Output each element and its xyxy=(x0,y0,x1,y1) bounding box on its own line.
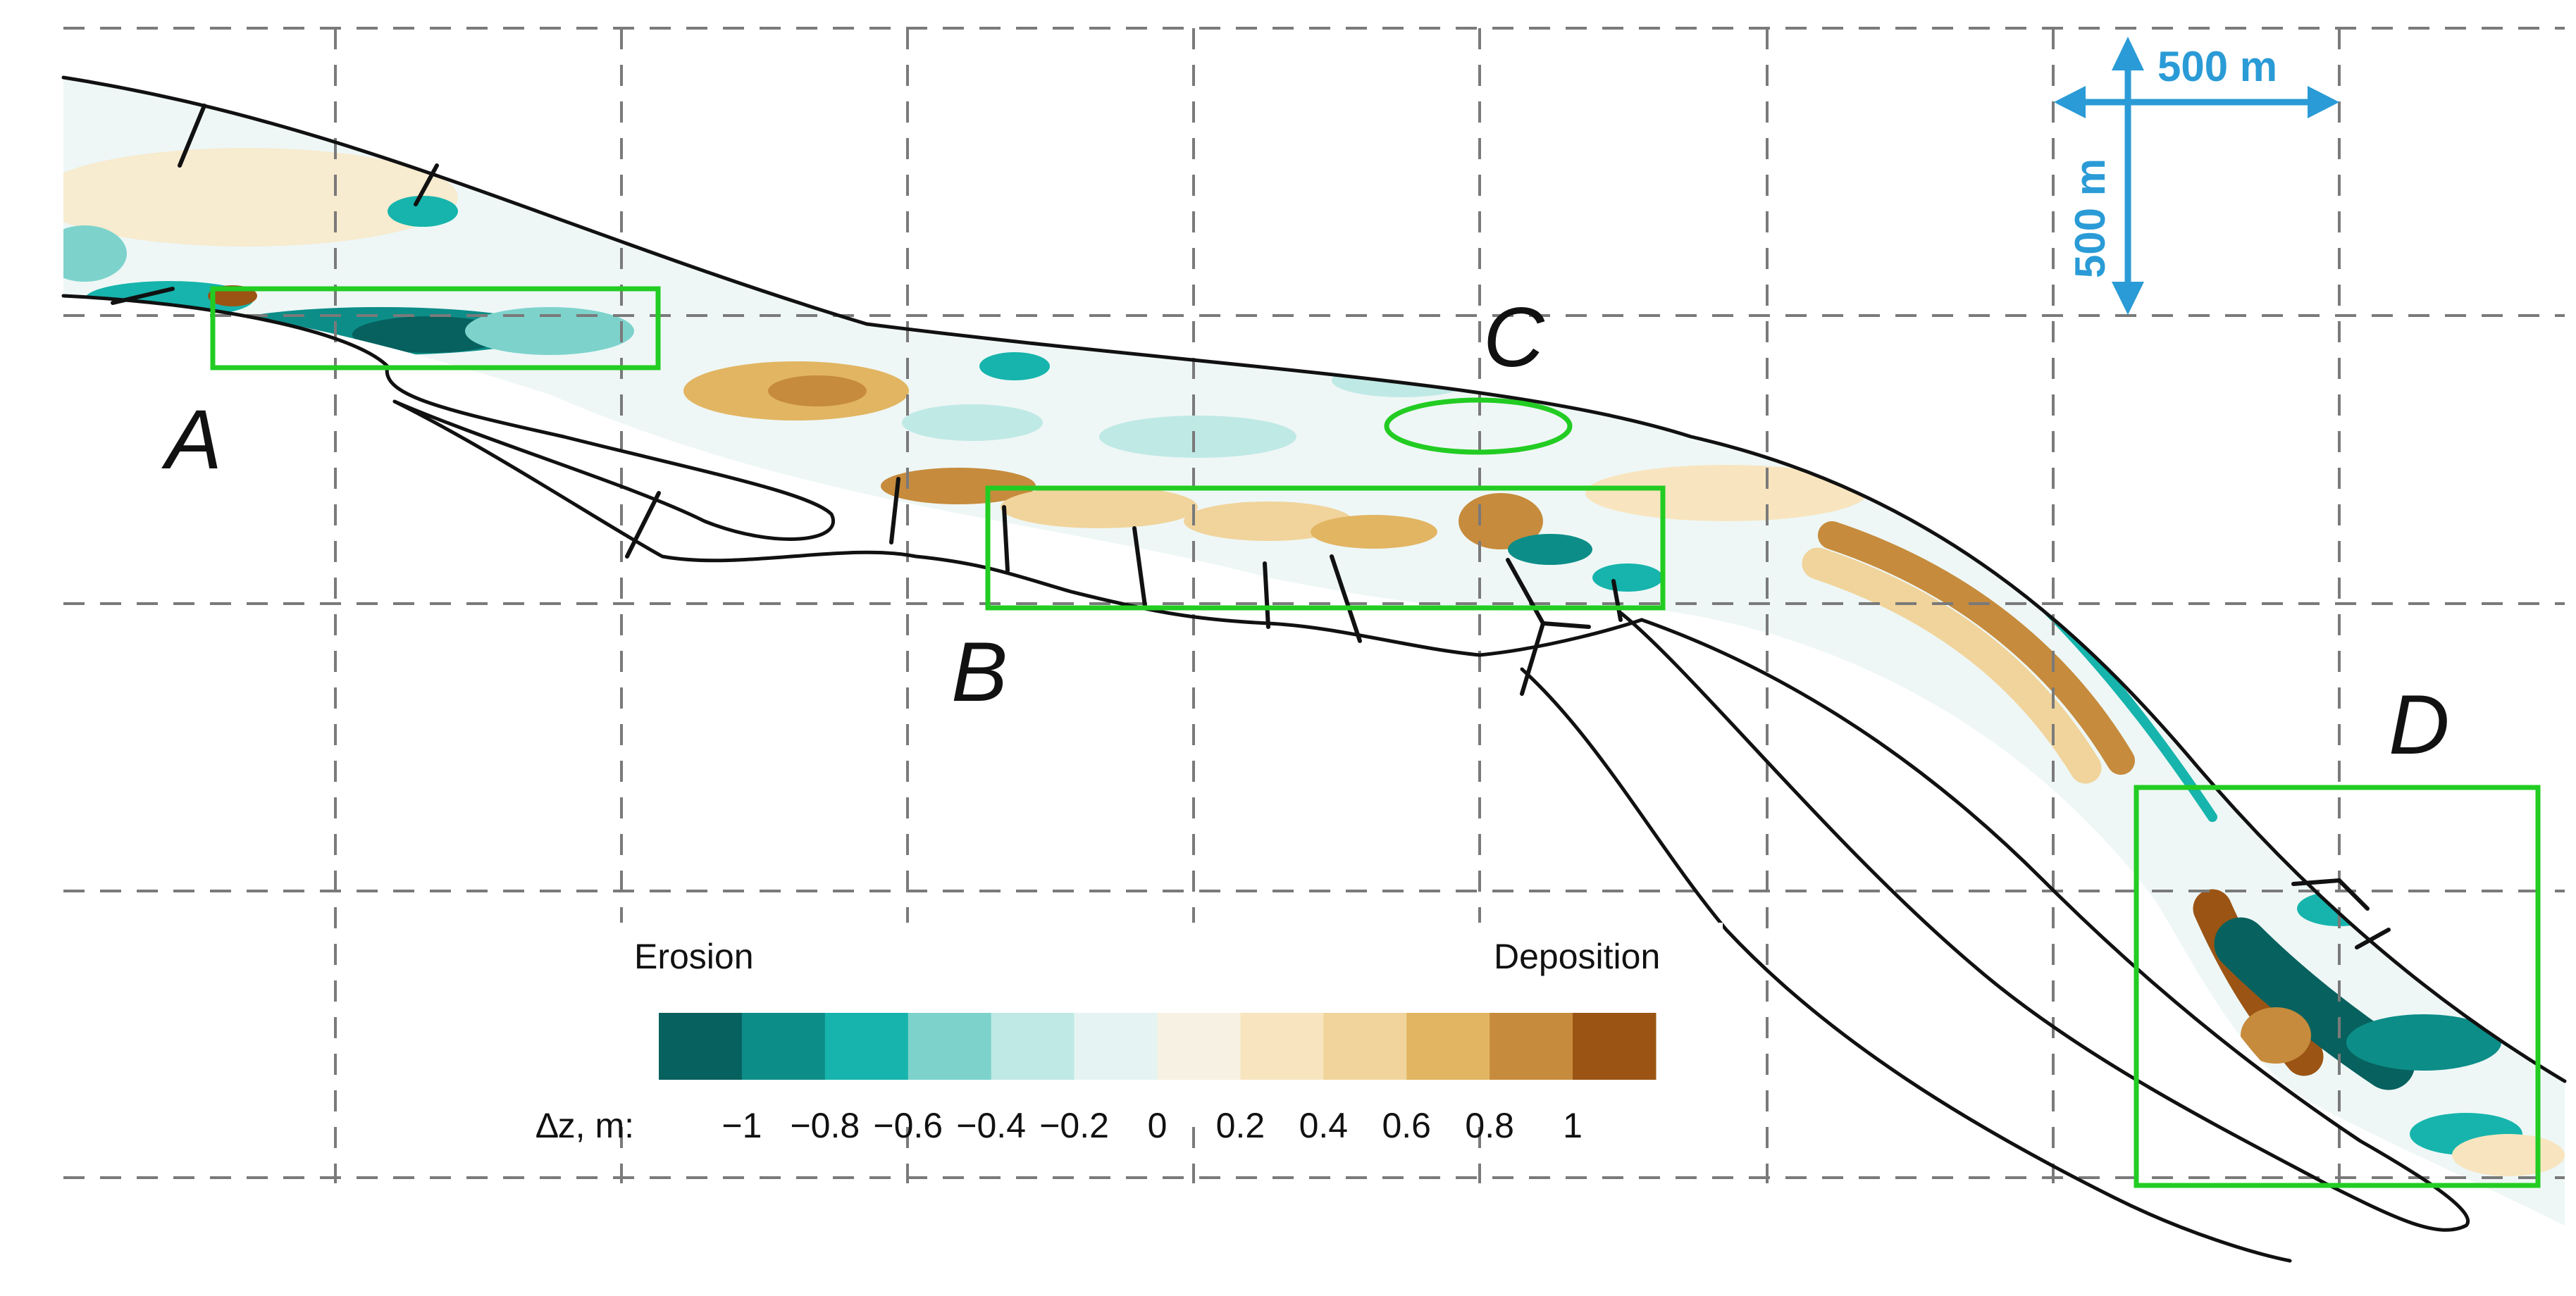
region-d-box xyxy=(2134,785,2541,1188)
legend-color-bar xyxy=(659,1013,1657,1080)
legend-swatch xyxy=(1406,1013,1490,1080)
legend-tick-label: −0.2 xyxy=(1039,1106,1109,1145)
legend-swatch xyxy=(991,1013,1075,1080)
highlight-regions xyxy=(210,286,2541,1188)
legend-swatch xyxy=(1573,1013,1657,1080)
legend-tick-label: 0.6 xyxy=(1382,1106,1431,1145)
region-a-box xyxy=(210,286,661,370)
coordinate-grid xyxy=(63,27,2565,1183)
legend-swatch xyxy=(1240,1013,1324,1080)
area-label-b: B xyxy=(951,625,1008,719)
legend-tick-labels: −1 −0.8 −0.6 −0.4 −0.2 0 0.2 0.4 0.6 0.8 1 xyxy=(722,1106,1583,1145)
legend-swatch xyxy=(1490,1013,1573,1080)
legend-swatch xyxy=(659,1013,743,1080)
area-label-d: D xyxy=(2389,678,2450,772)
color-legend: Erosion Deposition ∆z, m: −1 −0.8 −0.6 −0.4… xyxy=(525,923,1723,1145)
scale-vertical-label: 500 m xyxy=(2067,158,2114,278)
region-c-ellipse xyxy=(1384,397,1573,455)
legend-swatch xyxy=(1323,1013,1407,1080)
legend-tick-label: −0.6 xyxy=(873,1106,943,1145)
legend-axis-label: ∆z, m: xyxy=(536,1106,634,1145)
legend-swatch xyxy=(908,1013,992,1080)
legend-deposition-label: Deposition xyxy=(1494,937,1660,976)
legend-tick-label: 0 xyxy=(1148,1106,1168,1145)
scale-bar: 500 m 500 m xyxy=(2054,37,2339,315)
legend-tick-label: 0.2 xyxy=(1216,1106,1265,1145)
region-b-box xyxy=(985,485,1666,611)
legend-tick-label: 1 xyxy=(1563,1106,1583,1145)
legend-swatch xyxy=(1157,1013,1241,1080)
legend-tick-label: 0.8 xyxy=(1465,1106,1514,1145)
legend-swatch xyxy=(741,1013,826,1080)
area-label-c: C xyxy=(1483,290,1545,385)
legend-tick-label: 0.4 xyxy=(1299,1106,1349,1145)
legend-swatch xyxy=(824,1013,909,1080)
scale-horizontal-label: 500 m xyxy=(2157,43,2277,90)
legend-erosion-label: Erosion xyxy=(634,937,754,976)
groynes xyxy=(111,104,2391,949)
legend-swatch xyxy=(1074,1013,1158,1080)
legend-tick-label: −0.8 xyxy=(790,1106,860,1145)
legend-tick-label: −1 xyxy=(722,1106,762,1145)
area-label-a: A xyxy=(161,392,222,487)
legend-tick-label: −0.4 xyxy=(956,1106,1026,1145)
